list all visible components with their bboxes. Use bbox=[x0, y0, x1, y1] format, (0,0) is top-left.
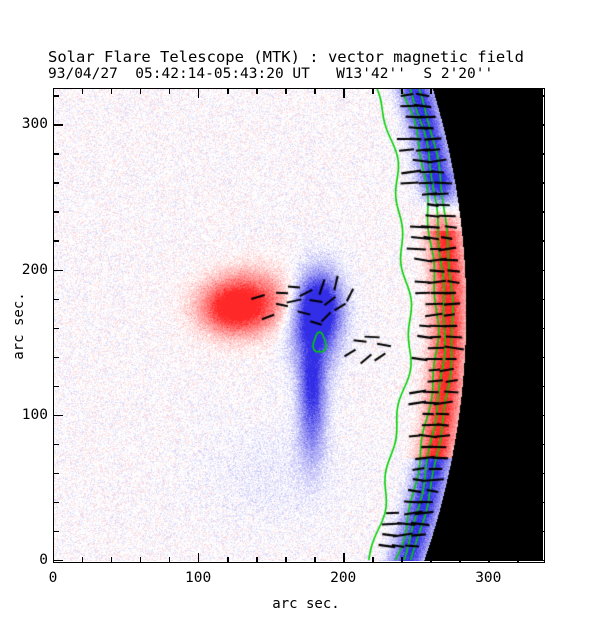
y-tick bbox=[53, 298, 59, 300]
y-tick bbox=[53, 153, 59, 155]
y-tick bbox=[53, 211, 59, 213]
x-tick-label: 100 bbox=[184, 570, 212, 586]
x-tick-top bbox=[82, 88, 84, 94]
x-tick-top bbox=[140, 88, 142, 94]
y-tick-label: 100 bbox=[21, 406, 48, 423]
x-tick-top bbox=[169, 88, 171, 94]
x-tick bbox=[401, 557, 403, 563]
x-tick-top bbox=[401, 88, 403, 94]
y-tick-label: 0 bbox=[39, 552, 48, 568]
y-tick-right bbox=[539, 153, 545, 155]
y-tick bbox=[53, 356, 59, 359]
y-tick bbox=[53, 182, 59, 184]
y-tick-right bbox=[539, 211, 545, 213]
y-tick-right bbox=[535, 269, 545, 271]
x-tick-top bbox=[198, 88, 200, 98]
x-tick-label: 300 bbox=[475, 570, 502, 586]
x-tick-label: 200 bbox=[330, 570, 357, 586]
y-tick bbox=[53, 530, 59, 533]
y-tick bbox=[53, 443, 59, 446]
y-tick-right bbox=[535, 124, 545, 126]
y-tick bbox=[53, 560, 63, 562]
x-tick-top bbox=[488, 88, 490, 98]
x-tick-top bbox=[227, 88, 229, 94]
x-tick bbox=[517, 557, 519, 563]
x-tick-top bbox=[517, 88, 519, 94]
y-tick-right bbox=[539, 95, 545, 97]
x-tick-top bbox=[256, 88, 258, 94]
y-tick-right bbox=[539, 182, 545, 184]
x-tick bbox=[343, 553, 345, 563]
x-axis-label: arc sec. bbox=[272, 596, 340, 612]
y-tick-right bbox=[539, 356, 545, 359]
x-tick bbox=[314, 557, 316, 563]
y-tick-right bbox=[535, 560, 545, 562]
x-tick-top bbox=[314, 88, 316, 94]
x-tick-top bbox=[111, 88, 113, 94]
x-tick-top bbox=[53, 88, 55, 98]
y-tick-right bbox=[535, 414, 545, 417]
x-tick-top bbox=[343, 88, 345, 98]
y-tick bbox=[53, 327, 59, 330]
y-tick-right bbox=[539, 530, 545, 533]
y-tick-label: 300 bbox=[21, 116, 48, 133]
y-tick-right bbox=[539, 240, 545, 242]
x-tick bbox=[227, 557, 229, 563]
y-tick-right bbox=[539, 501, 545, 504]
y-tick-right bbox=[539, 385, 545, 388]
y-tick-right bbox=[539, 472, 545, 475]
y-tick bbox=[53, 414, 63, 417]
y-tick bbox=[53, 269, 63, 271]
y-tick bbox=[53, 95, 59, 97]
y-tick-label: 200 bbox=[21, 261, 48, 278]
x-tick bbox=[459, 557, 461, 563]
x-tick bbox=[372, 557, 374, 563]
x-tick bbox=[53, 553, 55, 563]
x-tick-top bbox=[459, 88, 461, 94]
y-tick bbox=[53, 501, 59, 504]
figure-title: Solar Flare Telescope (MTK) : vector mag… bbox=[48, 48, 524, 66]
y-tick bbox=[53, 385, 59, 388]
y-tick bbox=[53, 124, 63, 126]
x-tick bbox=[140, 557, 142, 563]
y-tick-right bbox=[539, 298, 545, 300]
x-tick-top bbox=[372, 88, 374, 94]
plot-area bbox=[53, 88, 545, 563]
y-tick-right bbox=[539, 327, 545, 330]
x-tick bbox=[256, 557, 258, 563]
y-axis-label: arc sec. bbox=[11, 292, 27, 360]
x-tick-label: 0 bbox=[48, 570, 58, 586]
y-tick-right bbox=[539, 443, 545, 446]
y-tick bbox=[53, 240, 59, 242]
x-tick bbox=[111, 557, 113, 563]
x-tick bbox=[198, 553, 200, 563]
x-tick bbox=[488, 553, 490, 563]
figure-subtitle: 93/04/27 05:42:14-05:43:20 UT W13'42'' S… bbox=[48, 66, 494, 82]
x-tick bbox=[430, 557, 432, 563]
x-tick bbox=[169, 557, 171, 563]
x-tick bbox=[285, 557, 287, 563]
magnetogram-image bbox=[54, 89, 543, 561]
x-tick-top bbox=[430, 88, 432, 94]
x-tick bbox=[82, 557, 84, 563]
y-tick bbox=[53, 472, 59, 475]
x-tick-top bbox=[285, 88, 287, 94]
